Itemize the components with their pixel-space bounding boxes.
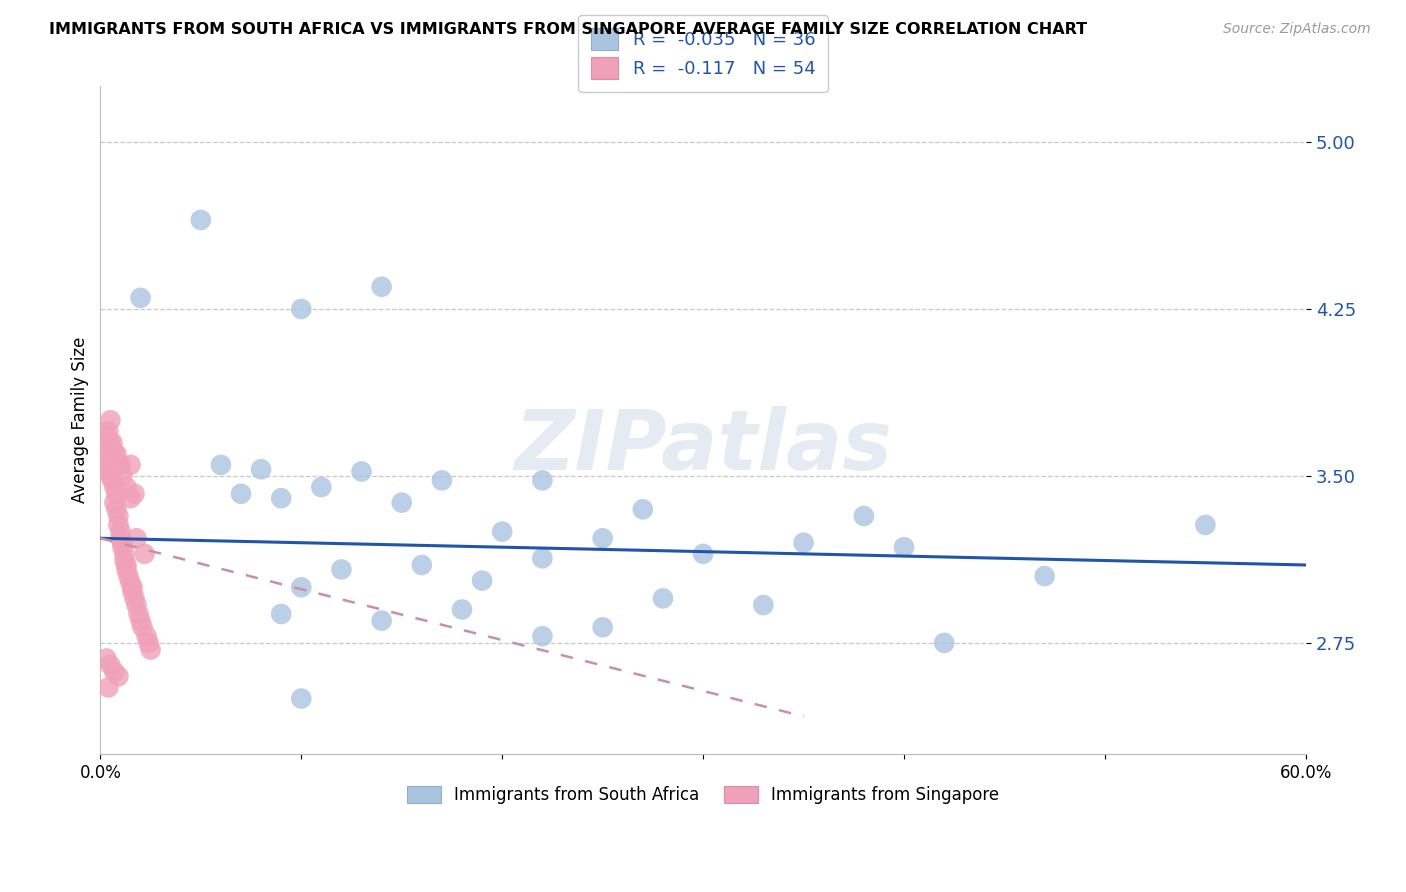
Point	[107, 508, 129, 523]
Point	[110, 531, 132, 545]
Point	[1194, 517, 1216, 532]
Point	[250, 462, 273, 476]
Point	[531, 629, 554, 643]
Point	[97, 425, 120, 439]
Point	[129, 291, 152, 305]
Legend: Immigrants from South Africa, Immigrants from Singapore: Immigrants from South Africa, Immigrants…	[399, 778, 1007, 813]
Point	[103, 447, 125, 461]
Point	[110, 458, 132, 472]
Point	[101, 435, 124, 450]
Point	[124, 487, 146, 501]
Point	[120, 458, 142, 472]
Point	[96, 651, 118, 665]
Point	[114, 547, 136, 561]
Point	[111, 469, 134, 483]
Point	[852, 508, 875, 523]
Point	[471, 574, 494, 588]
Point	[107, 669, 129, 683]
Point	[103, 480, 125, 494]
Point	[103, 665, 125, 679]
Point	[115, 480, 138, 494]
Point	[100, 435, 122, 450]
Point	[93, 442, 115, 457]
Point	[125, 531, 148, 545]
Point	[138, 636, 160, 650]
Point	[107, 517, 129, 532]
Point	[270, 607, 292, 621]
Point	[100, 413, 122, 427]
Point	[370, 614, 392, 628]
Point	[105, 447, 128, 461]
Point	[531, 551, 554, 566]
Point	[190, 213, 212, 227]
Point	[124, 591, 146, 606]
Point	[430, 474, 453, 488]
Point	[229, 487, 252, 501]
Point	[391, 496, 413, 510]
Point	[411, 558, 433, 572]
Text: IMMIGRANTS FROM SOUTH AFRICA VS IMMIGRANTS FROM SINGAPORE AVERAGE FAMILY SIZE CO: IMMIGRANTS FROM SOUTH AFRICA VS IMMIGRAN…	[49, 22, 1087, 37]
Point	[350, 465, 373, 479]
Point	[125, 598, 148, 612]
Point	[793, 535, 815, 549]
Point	[110, 524, 132, 539]
Point	[1033, 569, 1056, 583]
Point	[370, 279, 392, 293]
Point	[752, 598, 775, 612]
Point	[131, 620, 153, 634]
Point	[100, 658, 122, 673]
Point	[451, 602, 474, 616]
Point	[105, 487, 128, 501]
Point	[103, 496, 125, 510]
Point	[96, 429, 118, 443]
Point	[135, 629, 157, 643]
Point	[531, 474, 554, 488]
Point	[101, 474, 124, 488]
Point	[120, 575, 142, 590]
Text: ZIPatlas: ZIPatlas	[515, 407, 891, 488]
Point	[115, 562, 138, 576]
Point	[97, 465, 120, 479]
Point	[96, 451, 118, 466]
Text: Source: ZipAtlas.com: Source: ZipAtlas.com	[1223, 22, 1371, 37]
Point	[592, 620, 614, 634]
Point	[115, 558, 138, 572]
Point	[111, 540, 134, 554]
Point	[290, 691, 312, 706]
Point	[290, 580, 312, 594]
Point	[107, 458, 129, 472]
Point	[592, 531, 614, 545]
Point	[934, 636, 956, 650]
Point	[121, 580, 143, 594]
Point	[270, 491, 292, 506]
Point	[114, 553, 136, 567]
Point	[209, 458, 232, 472]
Point	[121, 584, 143, 599]
Point	[311, 480, 333, 494]
Point	[631, 502, 654, 516]
Y-axis label: Average Family Size: Average Family Size	[72, 337, 89, 503]
Point	[330, 562, 353, 576]
Point	[101, 442, 124, 457]
Point	[120, 491, 142, 506]
Point	[105, 502, 128, 516]
Point	[139, 642, 162, 657]
Point	[491, 524, 513, 539]
Point	[117, 569, 139, 583]
Point	[290, 301, 312, 316]
Point	[97, 458, 120, 472]
Point	[111, 535, 134, 549]
Point	[100, 469, 122, 483]
Point	[692, 547, 714, 561]
Point	[129, 614, 152, 628]
Point	[97, 681, 120, 695]
Point	[652, 591, 675, 606]
Point	[134, 547, 156, 561]
Point	[893, 540, 915, 554]
Point	[128, 607, 150, 621]
